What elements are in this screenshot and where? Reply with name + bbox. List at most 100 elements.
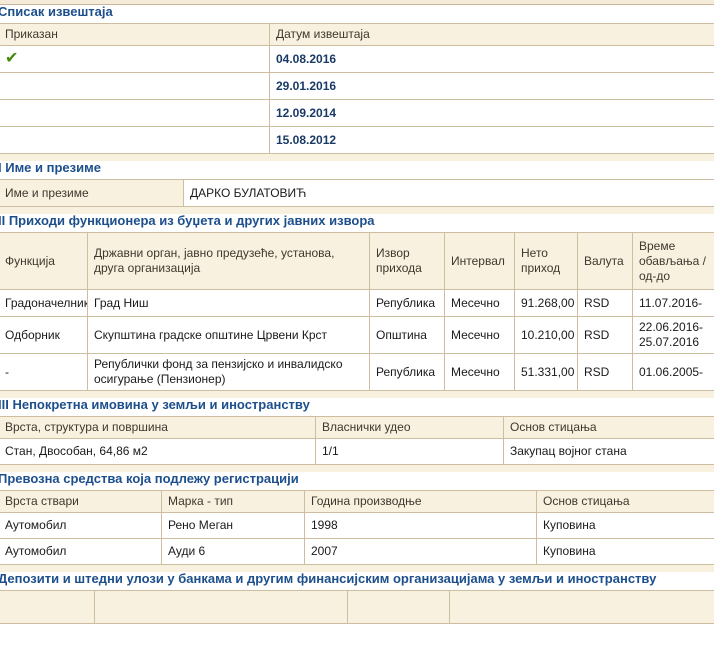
deposits-col-4 — [450, 591, 714, 624]
income-period-cell: 11.07.2016- — [633, 290, 714, 317]
income-col-currency: Валута — [578, 233, 633, 290]
vehicles-table: Врста ствари Марка - тип Година производ… — [0, 490, 714, 565]
report-page: Списак извештаја Приказан Датум извештај… — [0, 0, 714, 624]
report-date-link[interactable]: 29.01.2016 — [276, 79, 336, 93]
income-currency-cell: RSD — [578, 354, 633, 391]
report-date-cell: 15.08.2012 — [270, 127, 714, 154]
income-period-cell: 01.06.2005- — [633, 354, 714, 391]
income-currency-cell: RSD — [578, 317, 633, 354]
income-organ-cell: Скупштина градске општине Црвени Крст — [88, 317, 370, 354]
income-interval-cell: Месечно — [445, 354, 515, 391]
deposits-section-title: Депозити и штедни улози у банкама и друг… — [0, 572, 714, 586]
income-row: Одборник Скупштина градске општине Црвен… — [0, 317, 714, 354]
income-net-cell: 10.210,00 — [515, 317, 578, 354]
income-col-net: Нето приход — [515, 233, 578, 290]
reports-section-title: Списак извештаја — [0, 5, 714, 19]
vehicles-col-make: Марка - тип — [162, 491, 305, 513]
real-estate-share-cell: 1/1 — [316, 439, 504, 465]
check-icon: ✔ — [5, 50, 18, 67]
vehicle-row: Аутомобил Рено Меган 1998 Куповина — [0, 513, 714, 539]
real-estate-table: Врста, структура и површина Власнички уд… — [0, 416, 714, 465]
income-table: Функција Државни орган, јавно предузеће,… — [0, 232, 714, 391]
income-period-cell: 22.06.2016- 25.07.2016 — [633, 317, 714, 354]
income-col-organ: Државни орган, јавно предузеће, установа… — [88, 233, 370, 290]
income-function-cell: - — [0, 354, 88, 391]
deposits-col-2 — [95, 591, 348, 624]
report-date-cell: 04.08.2016 — [270, 46, 714, 73]
real-estate-col-type: Врста, структура и површина — [0, 417, 316, 439]
vehicle-type-cell: Аутомобил — [0, 539, 162, 565]
vehicle-basis-cell: Куповина — [537, 539, 714, 565]
vehicles-col-type: Врста ствари — [0, 491, 162, 513]
identity-label-cell: Име и презиме — [0, 180, 184, 207]
reports-col-date: Датум извештаја — [270, 24, 714, 46]
vehicle-basis-cell: Куповина — [537, 513, 714, 539]
income-col-source: Извор прихода — [370, 233, 445, 290]
deposits-header-row — [0, 591, 714, 624]
real-estate-section-title: III Непокретна имовина у земљи и иностра… — [0, 398, 714, 412]
vehicles-header-row: Врста ствари Марка - тип Година производ… — [0, 491, 714, 513]
income-organ-cell: Републички фонд за пензијско и инвалидск… — [88, 354, 370, 391]
income-function-cell: Градоначелник — [0, 290, 88, 317]
real-estate-row: Стан, Двособан, 64,86 м2 1/1 Закупац вој… — [0, 439, 714, 465]
report-shown-cell — [0, 127, 270, 154]
deposits-table — [0, 590, 714, 624]
identity-table: Име и презиме ДАРКО БУЛАТОВИЋ — [0, 179, 714, 207]
vehicle-make-cell: Рено Меган — [162, 513, 305, 539]
income-source-cell: Република — [370, 354, 445, 391]
vehicle-row: Аутомобил Ауди 6 2007 Куповина — [0, 539, 714, 565]
income-col-interval: Интервал — [445, 233, 515, 290]
real-estate-type-cell: Стан, Двособан, 64,86 м2 — [0, 439, 316, 465]
income-col-function: Функција — [0, 233, 88, 290]
report-row: ✔ 04.08.2016 — [0, 46, 714, 73]
vehicle-make-cell: Ауди 6 — [162, 539, 305, 565]
income-source-cell: Општина — [370, 317, 445, 354]
vehicles-col-year: Година производње — [305, 491, 537, 513]
report-row: 12.09.2014 — [0, 100, 714, 127]
income-function-cell: Одборник — [0, 317, 88, 354]
deposits-col-3 — [348, 591, 450, 624]
period-line: 01.06.2005- — [639, 365, 711, 380]
income-row: Градоначелник Град Ниш Република Месечно… — [0, 290, 714, 317]
report-date-link[interactable]: 04.08.2016 — [276, 52, 336, 66]
report-date-link[interactable]: 15.08.2012 — [276, 133, 336, 147]
income-col-period: Време обављања / од-до — [633, 233, 714, 290]
income-header-row: Функција Државни орган, јавно предузеће,… — [0, 233, 714, 290]
period-line: 22.06.2016- — [639, 320, 711, 335]
table-footer-strip — [0, 154, 714, 161]
report-date-cell: 12.09.2014 — [270, 100, 714, 127]
vehicle-type-cell: Аутомобил — [0, 513, 162, 539]
identity-value-cell: ДАРКО БУЛАТОВИЋ — [184, 180, 714, 207]
vehicles-col-basis: Основ стицања — [537, 491, 714, 513]
report-date-cell: 29.01.2016 — [270, 73, 714, 100]
real-estate-col-basis: Основ стицања — [504, 417, 714, 439]
income-row: - Републички фонд за пензијско и инвалид… — [0, 354, 714, 391]
vehicle-year-cell: 1998 — [305, 513, 537, 539]
identity-row: Име и презиме ДАРКО БУЛАТОВИЋ — [0, 180, 714, 207]
reports-table: Приказан Датум извештаја ✔ 04.08.2016 29… — [0, 23, 714, 154]
income-interval-cell: Месечно — [445, 290, 515, 317]
income-source-cell: Република — [370, 290, 445, 317]
real-estate-header-row: Врста, структура и површина Власнички уд… — [0, 417, 714, 439]
income-net-cell: 91.268,00 — [515, 290, 578, 317]
period-line: 11.07.2016- — [639, 296, 711, 311]
report-shown-cell — [0, 73, 270, 100]
vehicles-section-title: Превозна средства која подлежу регистрац… — [0, 472, 714, 486]
report-row: 29.01.2016 — [0, 73, 714, 100]
identity-section-title: I Име и презиме — [0, 161, 714, 175]
report-date-link[interactable]: 12.09.2014 — [276, 106, 336, 120]
reports-header-row: Приказан Датум извештаја — [0, 24, 714, 46]
real-estate-col-share: Власнички удео — [316, 417, 504, 439]
income-section-title: II Приходи функционера из буџета и други… — [0, 214, 714, 228]
reports-col-shown: Приказан — [0, 24, 270, 46]
real-estate-basis-cell: Закупац војног стана — [504, 439, 714, 465]
vehicle-year-cell: 2007 — [305, 539, 537, 565]
income-organ-cell: Град Ниш — [88, 290, 370, 317]
report-shown-cell: ✔ — [0, 46, 270, 73]
deposits-col-1 — [0, 591, 95, 624]
income-net-cell: 51.331,00 — [515, 354, 578, 391]
report-row: 15.08.2012 — [0, 127, 714, 154]
income-currency-cell: RSD — [578, 290, 633, 317]
income-interval-cell: Месечно — [445, 317, 515, 354]
report-shown-cell — [0, 100, 270, 127]
